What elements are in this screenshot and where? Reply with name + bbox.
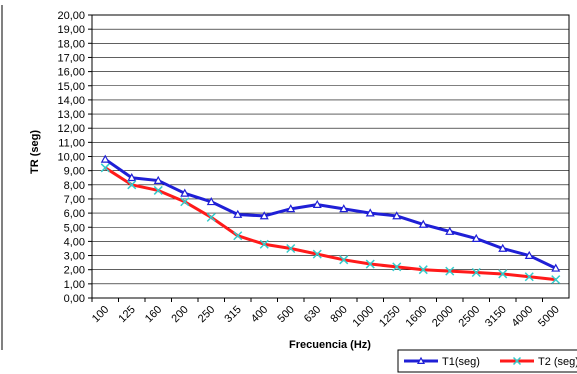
series-lines [104,158,557,282]
data-point-s1 [445,226,455,235]
x-tick-label: 315 [222,304,243,325]
x-tick-label: 400 [249,304,270,325]
y-tick-label: 13,00 [57,109,85,121]
plot-area [91,14,570,299]
x-tick-label: 250 [196,304,217,325]
legend-label: T1(seg) [442,356,480,368]
data-point-s1 [498,243,508,252]
y-tick-label: 12,00 [57,123,85,135]
y-tick-label: 10,00 [57,152,85,164]
legend-label: T2 (seg) [538,356,577,368]
data-point-s1 [471,233,481,242]
data-point-s1 [180,188,190,197]
data-point-s1 [100,154,110,163]
data-point-s2 [206,212,216,222]
y-tick-label: 11,00 [58,137,85,149]
x-tick-label: 5000 [536,304,562,330]
y-tick-label: 1,00 [64,279,85,291]
y-tick-label: 14,00 [57,95,85,107]
data-point-s1 [286,204,296,213]
y-tick-label: 2,00 [64,265,85,277]
data-point-s2 [312,249,322,259]
y-tick-label: 17,00 [57,52,85,64]
x-tick-label: 2500 [457,304,483,330]
data-point-s1 [206,197,216,206]
legend-swatch-marker [416,356,426,364]
data-point-s2 [418,265,428,275]
grid-lines [88,14,569,302]
data-point-s2 [100,163,110,173]
data-point-s2 [365,259,375,269]
data-point-s2 [127,180,137,190]
legend: T1(seg) T2 (seg) [397,349,577,373]
data-point-s2 [339,255,349,265]
data-point-s1 [339,204,349,213]
x-tick-label: 500 [275,304,296,325]
x-axis-title: Frecuencia (Hz) [289,339,371,351]
y-tick-label: 9,00 [64,166,85,178]
y-tick-label: 5,00 [64,222,85,234]
data-point-s2 [445,266,455,276]
x-tick-label: 1600 [404,304,430,330]
legend-swatch-marker [512,356,522,366]
data-point-s2 [180,197,190,207]
y-tick-label: 19,00 [57,24,85,36]
y-axis-title: TR (seg) [29,130,41,174]
series-line-1 [104,158,557,270]
y-tick-label: 4,00 [64,236,85,248]
data-point-s2 [392,262,402,272]
x-tick-label: 200 [169,304,190,325]
y-tick-label: 0,00 [64,293,85,305]
x-tick-label: 2000 [430,304,456,330]
x-tick-label: 3150 [483,304,509,330]
x-tick-labels: 100 125 160 200 250 315 400 500 630 800 1000 1250 16… [90,304,562,330]
x-tick-label: 4000 [510,304,536,330]
y-tick-label: 3,00 [64,251,85,263]
data-point-s1 [259,211,269,220]
y-tick-label: 7,00 [64,194,85,206]
data-point-s2 [471,267,481,278]
data-point-s1 [365,208,375,217]
x-tick-label: 160 [143,304,164,325]
data-point-s2 [286,243,296,254]
x-tick-label: 630 [302,304,323,325]
y-tick-label: 15,00 [57,81,85,93]
x-tick-label: 800 [328,304,349,325]
y-tick-label: 8,00 [64,180,85,192]
y-tick-labels: 0,00 1,00 2,00 3,00 4,00 5,00 6,00 7,00 8,00 9,00… [57,10,85,305]
y-tick-label: 18,00 [57,38,85,50]
data-point-s1 [551,263,561,272]
y-tick-label: 20,00 [57,10,85,22]
legend-box [397,349,577,373]
x-tick-label: 125 [116,304,137,325]
data-point-s1 [312,199,322,209]
series-markers [100,154,561,285]
data-point-s2 [259,239,269,249]
series-line-2 [104,166,556,282]
x-tick-label: 1250 [377,304,403,330]
data-point-s2 [498,269,508,279]
data-point-s2 [233,231,243,241]
data-point-s2 [524,272,534,282]
y-tick-label: 16,00 [57,67,85,79]
data-point-s1 [418,219,428,228]
data-point-s2 [153,185,163,195]
data-point-s1 [153,175,163,184]
data-point-s1 [392,211,402,220]
data-point-s2 [551,275,561,285]
x-tick-label: 1000 [351,304,377,330]
data-point-s1 [127,172,137,182]
y-tick-label: 6,00 [64,208,85,220]
data-point-s1 [233,209,243,218]
x-tick-label: 100 [90,304,111,325]
data-point-s1 [524,250,534,259]
